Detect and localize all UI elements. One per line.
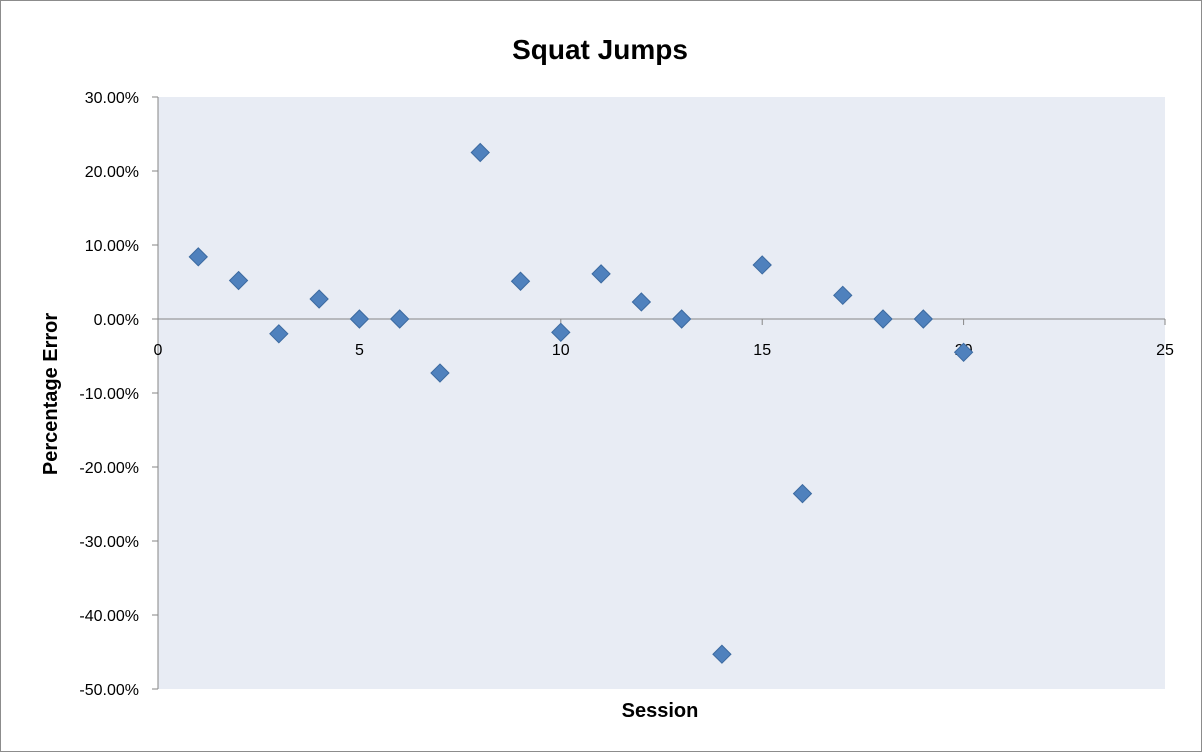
data-point: [430, 363, 450, 383]
x-tick-label: 25: [1156, 342, 1174, 359]
data-point: [752, 255, 772, 275]
data-points: [188, 142, 974, 664]
x-tick-label: 0: [154, 342, 163, 359]
data-point: [631, 292, 652, 312]
data-point: [389, 309, 410, 329]
plot-area: [158, 97, 1165, 689]
data-point: [913, 309, 934, 329]
chart-title: Squat Jumps: [512, 34, 688, 65]
y-tick-label: -50.00%: [79, 682, 139, 699]
y-tick-label: -10.00%: [79, 386, 139, 403]
data-point: [591, 264, 611, 284]
x-tick-label: 15: [753, 342, 771, 359]
y-tick-label: -20.00%: [79, 460, 139, 477]
data-point: [833, 285, 853, 306]
data-point: [953, 342, 974, 363]
data-point: [712, 644, 732, 664]
y-tick-label: -30.00%: [79, 534, 139, 551]
data-point: [309, 289, 329, 309]
data-point: [510, 271, 531, 291]
data-point: [792, 483, 813, 504]
y-tick-label: 10.00%: [85, 238, 139, 255]
y-axis-title: Percentage Error: [40, 313, 62, 476]
data-point: [349, 309, 370, 329]
y-tick-labels: 30.00% 20.00% 10.00% 0.00% -10.00% -20.00% -30…: [79, 90, 139, 699]
data-point: [228, 270, 249, 291]
data-point: [470, 142, 490, 163]
y-tick-label: 0.00%: [94, 312, 139, 329]
data-point: [873, 309, 893, 329]
x-tick-label: 5: [355, 342, 364, 359]
x-axis-title: Session: [622, 700, 699, 722]
data-point: [551, 322, 571, 343]
y-tick-label: -40.00%: [79, 608, 139, 625]
y-tick-label: 20.00%: [85, 164, 139, 181]
data-point: [269, 324, 289, 344]
y-tick-label: 30.00%: [85, 90, 139, 107]
x-tick-label: 10: [552, 342, 570, 359]
data-point: [188, 247, 208, 267]
data-point: [671, 309, 692, 329]
